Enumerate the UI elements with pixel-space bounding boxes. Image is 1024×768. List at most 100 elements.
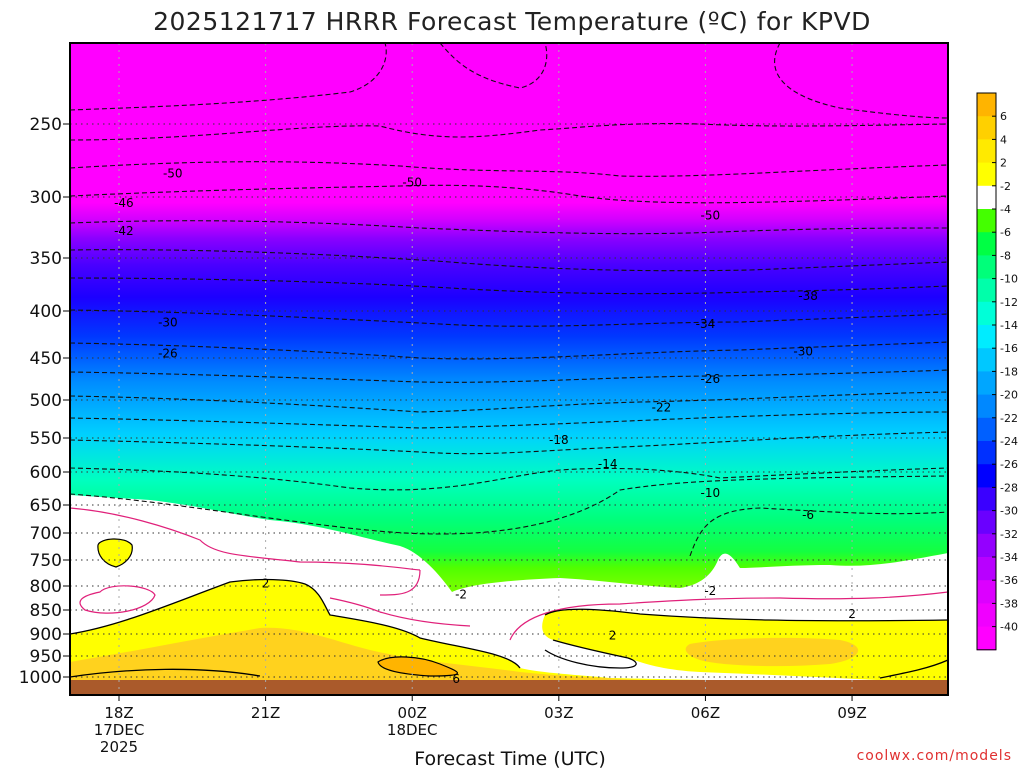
isotherm-contours (70, 43, 948, 557)
colorbar-tick-label: -2 (1000, 180, 1011, 193)
warmest-core-region (377, 656, 458, 677)
y-tick-label: 500 (30, 391, 62, 411)
isotherm-line (70, 43, 387, 111)
colorbar-swatch (977, 603, 996, 627)
y-tick-label: 400 (30, 302, 62, 322)
colorbar-swatch (977, 557, 996, 581)
colorbar-swatch (977, 232, 996, 256)
isotherm-line (70, 161, 948, 177)
contour-label: -6 (802, 508, 814, 522)
isotherm-line (70, 341, 948, 360)
colorbar-tick-label: 2 (1000, 157, 1007, 170)
y-tick-label: 250 (30, 115, 62, 135)
contour-label: -30 (793, 344, 813, 358)
colorbar-swatch (977, 394, 996, 419)
plot-area: -50-46-42-50-50-38-30-26-34-30-26-22-18-… (70, 43, 948, 695)
contour-label: -30 (158, 315, 178, 329)
colorbar-swatch (977, 185, 996, 210)
contour-labels: -50-46-42-50-50-38-30-26-34-30-26-22-18-… (114, 167, 856, 686)
warm-orange-region-2 (685, 637, 859, 667)
six-degree-line (879, 659, 948, 679)
x-tick-label: 21Z (251, 704, 280, 722)
freezing-contours (70, 507, 948, 641)
freezing-line (70, 507, 421, 571)
colorbar-swatch (977, 301, 996, 326)
colorbar-swatch (977, 116, 996, 140)
y-tick-label: 600 (30, 463, 62, 483)
y-axis: 250 300 350 400 450 500 550 600 650 700 750 800 850 9… (19, 115, 70, 688)
chart-title: 2025121717 HRRR Forecast Temperature (ºC… (153, 7, 871, 36)
colorbar-tick-label: -20 (1000, 389, 1018, 402)
x-tick-label: 00Z (398, 704, 427, 722)
colorbar-tick-label: -36 (1000, 574, 1018, 587)
x-tick-label: 2025 (100, 738, 138, 756)
contour-label: -26 (701, 372, 721, 386)
colorbar-swatch (977, 487, 996, 511)
colorbar-tick-label: -32 (1000, 528, 1018, 541)
y-tick-label: 350 (30, 249, 62, 269)
y-tick-label: 850 (30, 601, 62, 621)
isotherm-line (70, 277, 948, 295)
colorbar-swatch (977, 441, 996, 465)
y-tick-label: 300 (30, 188, 62, 208)
colorbar-tick-label: -30 (1000, 505, 1018, 518)
isotherm-line (70, 220, 948, 235)
contour-label: -10 (701, 486, 721, 500)
y-tick-label: 1000 (19, 668, 62, 688)
colorbar-tick-label: -40 (1000, 621, 1018, 634)
x-tick-label: 17DEC (94, 721, 145, 739)
colorbar-tick-label: -24 (1000, 435, 1018, 448)
isotherm-line (70, 391, 948, 413)
contour-label: 2 (609, 628, 617, 642)
warm-orange-region (70, 627, 640, 695)
contour-label: -38 (798, 289, 818, 303)
contour-label: -22 (652, 401, 672, 415)
colorbar-tick-label: -16 (1000, 342, 1018, 355)
colorbar-tick-label: -4 (1000, 203, 1011, 216)
x-tick-label: 03Z (544, 704, 573, 722)
freezing-line (329, 597, 471, 627)
isotherm-line (70, 123, 948, 141)
colorbar-swatch (977, 278, 996, 303)
contour-label: -18 (549, 433, 569, 447)
contour-label: -14 (598, 457, 618, 471)
freezing-line (79, 585, 156, 614)
small-yellow-pocket (97, 538, 133, 568)
contour-label: -42 (114, 224, 134, 238)
colorbar-tick-label: 6 (1000, 110, 1007, 123)
colorbar-swatch (977, 510, 996, 535)
colorbar-tick-label: -38 (1000, 597, 1018, 610)
six-degree-line (70, 668, 261, 678)
colorbar-swatch (977, 209, 996, 233)
y-tick-label: 650 (30, 496, 62, 516)
colorbar-swatch (977, 371, 996, 395)
contour-label: -50 (163, 167, 183, 181)
y-tick-label: 900 (30, 625, 62, 645)
colorbar-tick-label: -10 (1000, 273, 1018, 286)
colorbar-swatch (977, 255, 996, 279)
colorbar-tick-label: -14 (1000, 319, 1018, 332)
contour-label: -50 (402, 175, 422, 189)
contour-label: -2 (455, 588, 467, 602)
colorbar: 6 4 2 -2 -4 -6 -8 -10 -12 -14 -16 -18 -20 -22 -24 -26 -2… (976, 92, 1018, 651)
y-tick-label: 700 (30, 524, 62, 544)
colorbar-swatch (977, 417, 996, 442)
plot-frame (69, 42, 949, 696)
isotherm-line (689, 507, 948, 557)
two-degree-line (70, 578, 521, 669)
isotherm-line (70, 431, 948, 455)
colorbar-swatch (977, 325, 996, 349)
x-axis-label: Forecast Time (UTC) (414, 748, 605, 768)
contour-label: -34 (696, 317, 716, 331)
colorbar-tick-label: -28 (1000, 481, 1018, 494)
colorbar-tick-label: 4 (1000, 133, 1007, 146)
colorbar-swatch (977, 533, 996, 558)
freezing-line (509, 591, 948, 641)
colorbar-tick-label: -8 (1000, 249, 1011, 262)
contour-label: 2 (262, 576, 270, 590)
isotherm-line (70, 184, 948, 204)
contour-label: 6 (452, 672, 460, 686)
colorbar-tick-label: -12 (1000, 296, 1018, 309)
colorbar-swatch (977, 162, 996, 187)
